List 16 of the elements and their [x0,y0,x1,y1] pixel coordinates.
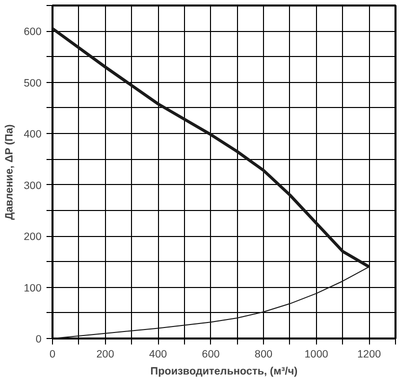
x-tick-label: 800 [254,348,273,360]
y-tick-label: 500 [24,77,42,90]
y-tick-label: 300 [24,180,42,192]
x-tick-label: 1000 [304,348,328,360]
x-tick-label: 400 [149,348,167,360]
x-tick-label: 600 [202,348,220,360]
y-tick-label: 100 [24,282,42,294]
y-tick-label: 400 [24,128,42,141]
x-axis-title: Производительность, (м³/ч) [150,366,298,378]
x-tick-label: 200 [96,348,114,360]
x-tick-label: 1200 [357,348,382,360]
y-axis-title: Давление, ΔP (Па) [4,124,16,220]
y-tick-label: 200 [24,231,42,244]
y-tick-label: 600 [24,26,42,38]
y-tick-label: 0 [36,334,42,346]
x-tick-label: 0 [50,348,56,360]
